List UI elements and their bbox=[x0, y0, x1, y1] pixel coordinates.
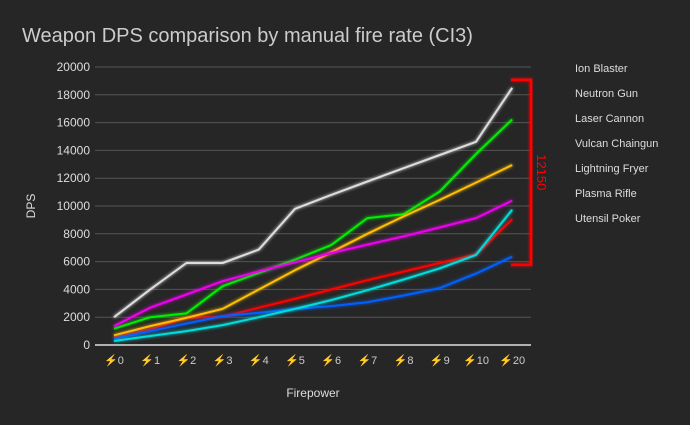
legend-label: Vulcan Chaingun bbox=[575, 138, 658, 150]
legend-label: Lightning Fryer bbox=[575, 163, 649, 175]
x-tick-label: ⚡7 bbox=[357, 354, 377, 367]
y-tick-label: 2000 bbox=[63, 310, 90, 324]
y-tick-label: 20000 bbox=[57, 60, 91, 74]
y-tick-label: 12000 bbox=[57, 171, 91, 185]
series-line-vulcan-chaingun bbox=[113, 255, 513, 340]
difference-bracket bbox=[511, 78, 533, 266]
legend-label: Utensil Poker bbox=[575, 213, 641, 225]
difference-label: 12150 bbox=[534, 154, 549, 190]
legend-label: Laser Cannon bbox=[575, 113, 644, 125]
x-tick-label: ⚡4 bbox=[249, 354, 269, 367]
x-tick-label: ⚡20 bbox=[499, 354, 525, 367]
legend-label: Ion Blaster bbox=[575, 63, 628, 75]
x-tick-label: ⚡0 bbox=[104, 354, 124, 367]
legend-label: Neutron Gun bbox=[575, 88, 638, 100]
series-line-neutron-gun bbox=[113, 118, 513, 330]
series-line-plasma-rifle bbox=[113, 199, 513, 327]
series-line-lightning-fryer bbox=[113, 209, 513, 342]
x-tick-label: ⚡2 bbox=[176, 354, 196, 367]
y-tick-label: 14000 bbox=[57, 143, 91, 157]
y-axis-label: DPS bbox=[24, 194, 38, 219]
series-line-utensil-poker bbox=[113, 87, 514, 318]
legend-label: Plasma Rifle bbox=[575, 188, 637, 200]
y-tick-label: 10000 bbox=[57, 199, 91, 213]
y-tick-label: 6000 bbox=[63, 255, 90, 269]
y-tick-label: 16000 bbox=[57, 116, 91, 130]
y-tick-label: 4000 bbox=[63, 282, 90, 296]
x-tick-label: ⚡3 bbox=[213, 354, 233, 367]
chart-title: Weapon DPS comparison by manual fire rat… bbox=[22, 25, 473, 47]
x-tick-label: ⚡6 bbox=[321, 354, 341, 367]
y-tick-label: 8000 bbox=[63, 227, 90, 241]
x-tick-label: ⚡8 bbox=[394, 354, 414, 367]
y-tick-label: 0 bbox=[83, 338, 90, 352]
series-line-laser-cannon bbox=[113, 164, 513, 337]
x-tick-label: ⚡10 bbox=[463, 354, 489, 367]
x-tick-label: ⚡1 bbox=[140, 354, 160, 367]
x-tick-label: ⚡9 bbox=[430, 354, 450, 367]
x-tick-label: ⚡5 bbox=[285, 354, 305, 367]
x-axis-label: Firepower bbox=[286, 386, 339, 400]
y-tick-label: 18000 bbox=[57, 88, 91, 102]
